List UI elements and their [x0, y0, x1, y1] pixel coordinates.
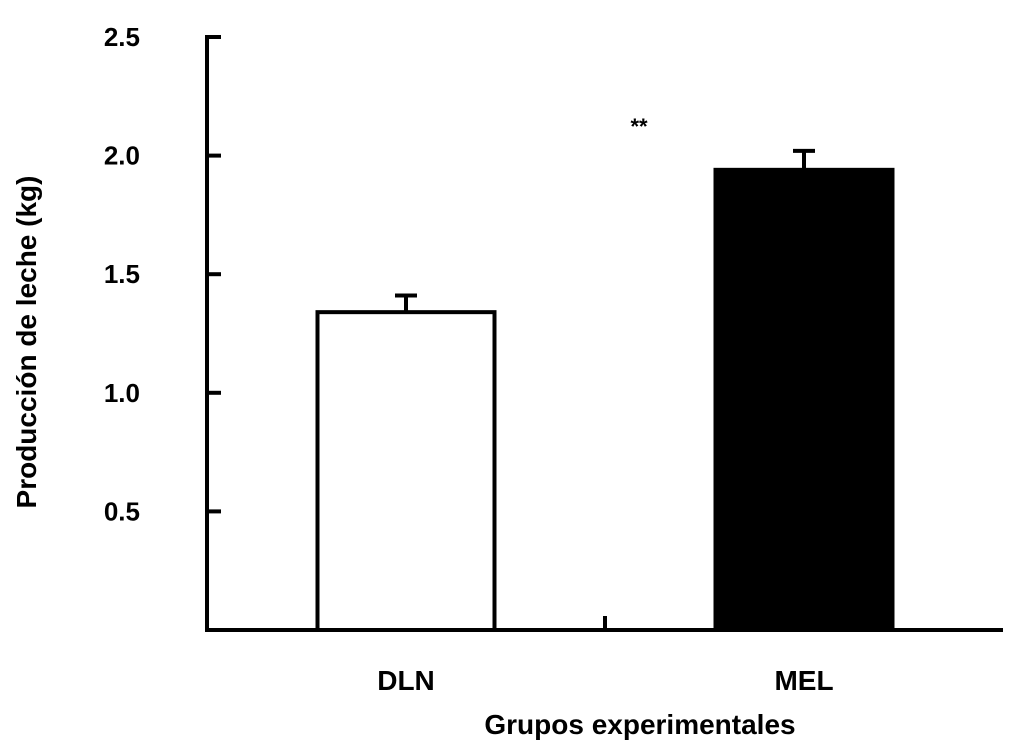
y-tick-label: 1.0 [104, 378, 140, 408]
x-tick-label: DLN [377, 665, 435, 696]
bar-dln [315, 310, 497, 632]
y-tick-label: 2.5 [104, 22, 140, 52]
y-axis-title: Producción de leche (kg) [11, 176, 42, 509]
y-tick-label: 2.0 [104, 141, 140, 171]
y-ticks: 0.5 1.0 1.5 2.0 2.5 DLN MEL [104, 22, 834, 696]
y-tick-label: 0.5 [104, 496, 140, 526]
x-tick-label: MEL [774, 665, 833, 696]
significance-annotation: ** [630, 114, 648, 139]
error-bars [395, 148, 815, 313]
bars [315, 167, 895, 632]
x-axis-title: Grupos experimentales [484, 709, 795, 740]
y-tick-label: 1.5 [104, 259, 140, 289]
bar-mel [713, 167, 895, 632]
